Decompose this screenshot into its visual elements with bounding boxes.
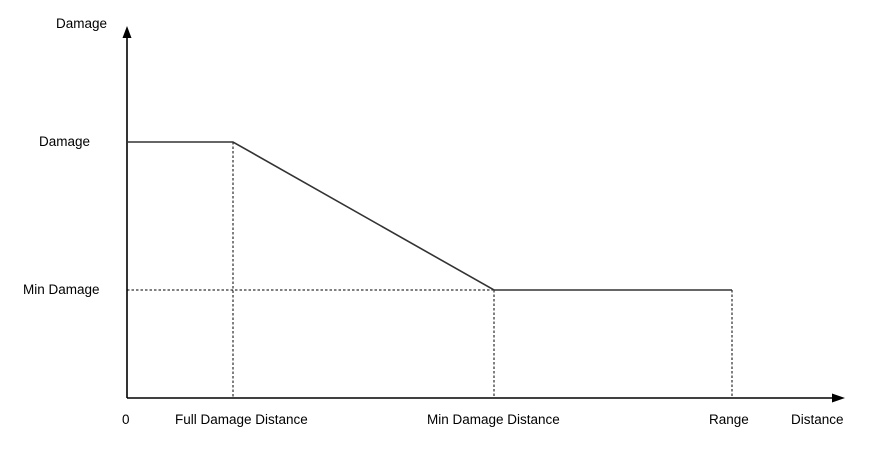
- x-label-full-damage-distance: Full Damage Distance: [175, 412, 308, 427]
- x-axis-title: Distance: [791, 412, 844, 427]
- x-label-range: Range: [709, 412, 749, 427]
- y-axis-arrowhead: [122, 26, 132, 38]
- damage-falloff-curve: [127, 141, 732, 291]
- y-axis-title: Damage: [56, 16, 108, 31]
- y-label-damage: Damage: [39, 134, 91, 149]
- y-label-min-damage: Min Damage: [23, 282, 100, 297]
- x-axis-arrowhead: [832, 393, 845, 403]
- x-label-min-damage-distance: Min Damage Distance: [427, 412, 560, 427]
- x-label-origin: 0: [122, 412, 130, 427]
